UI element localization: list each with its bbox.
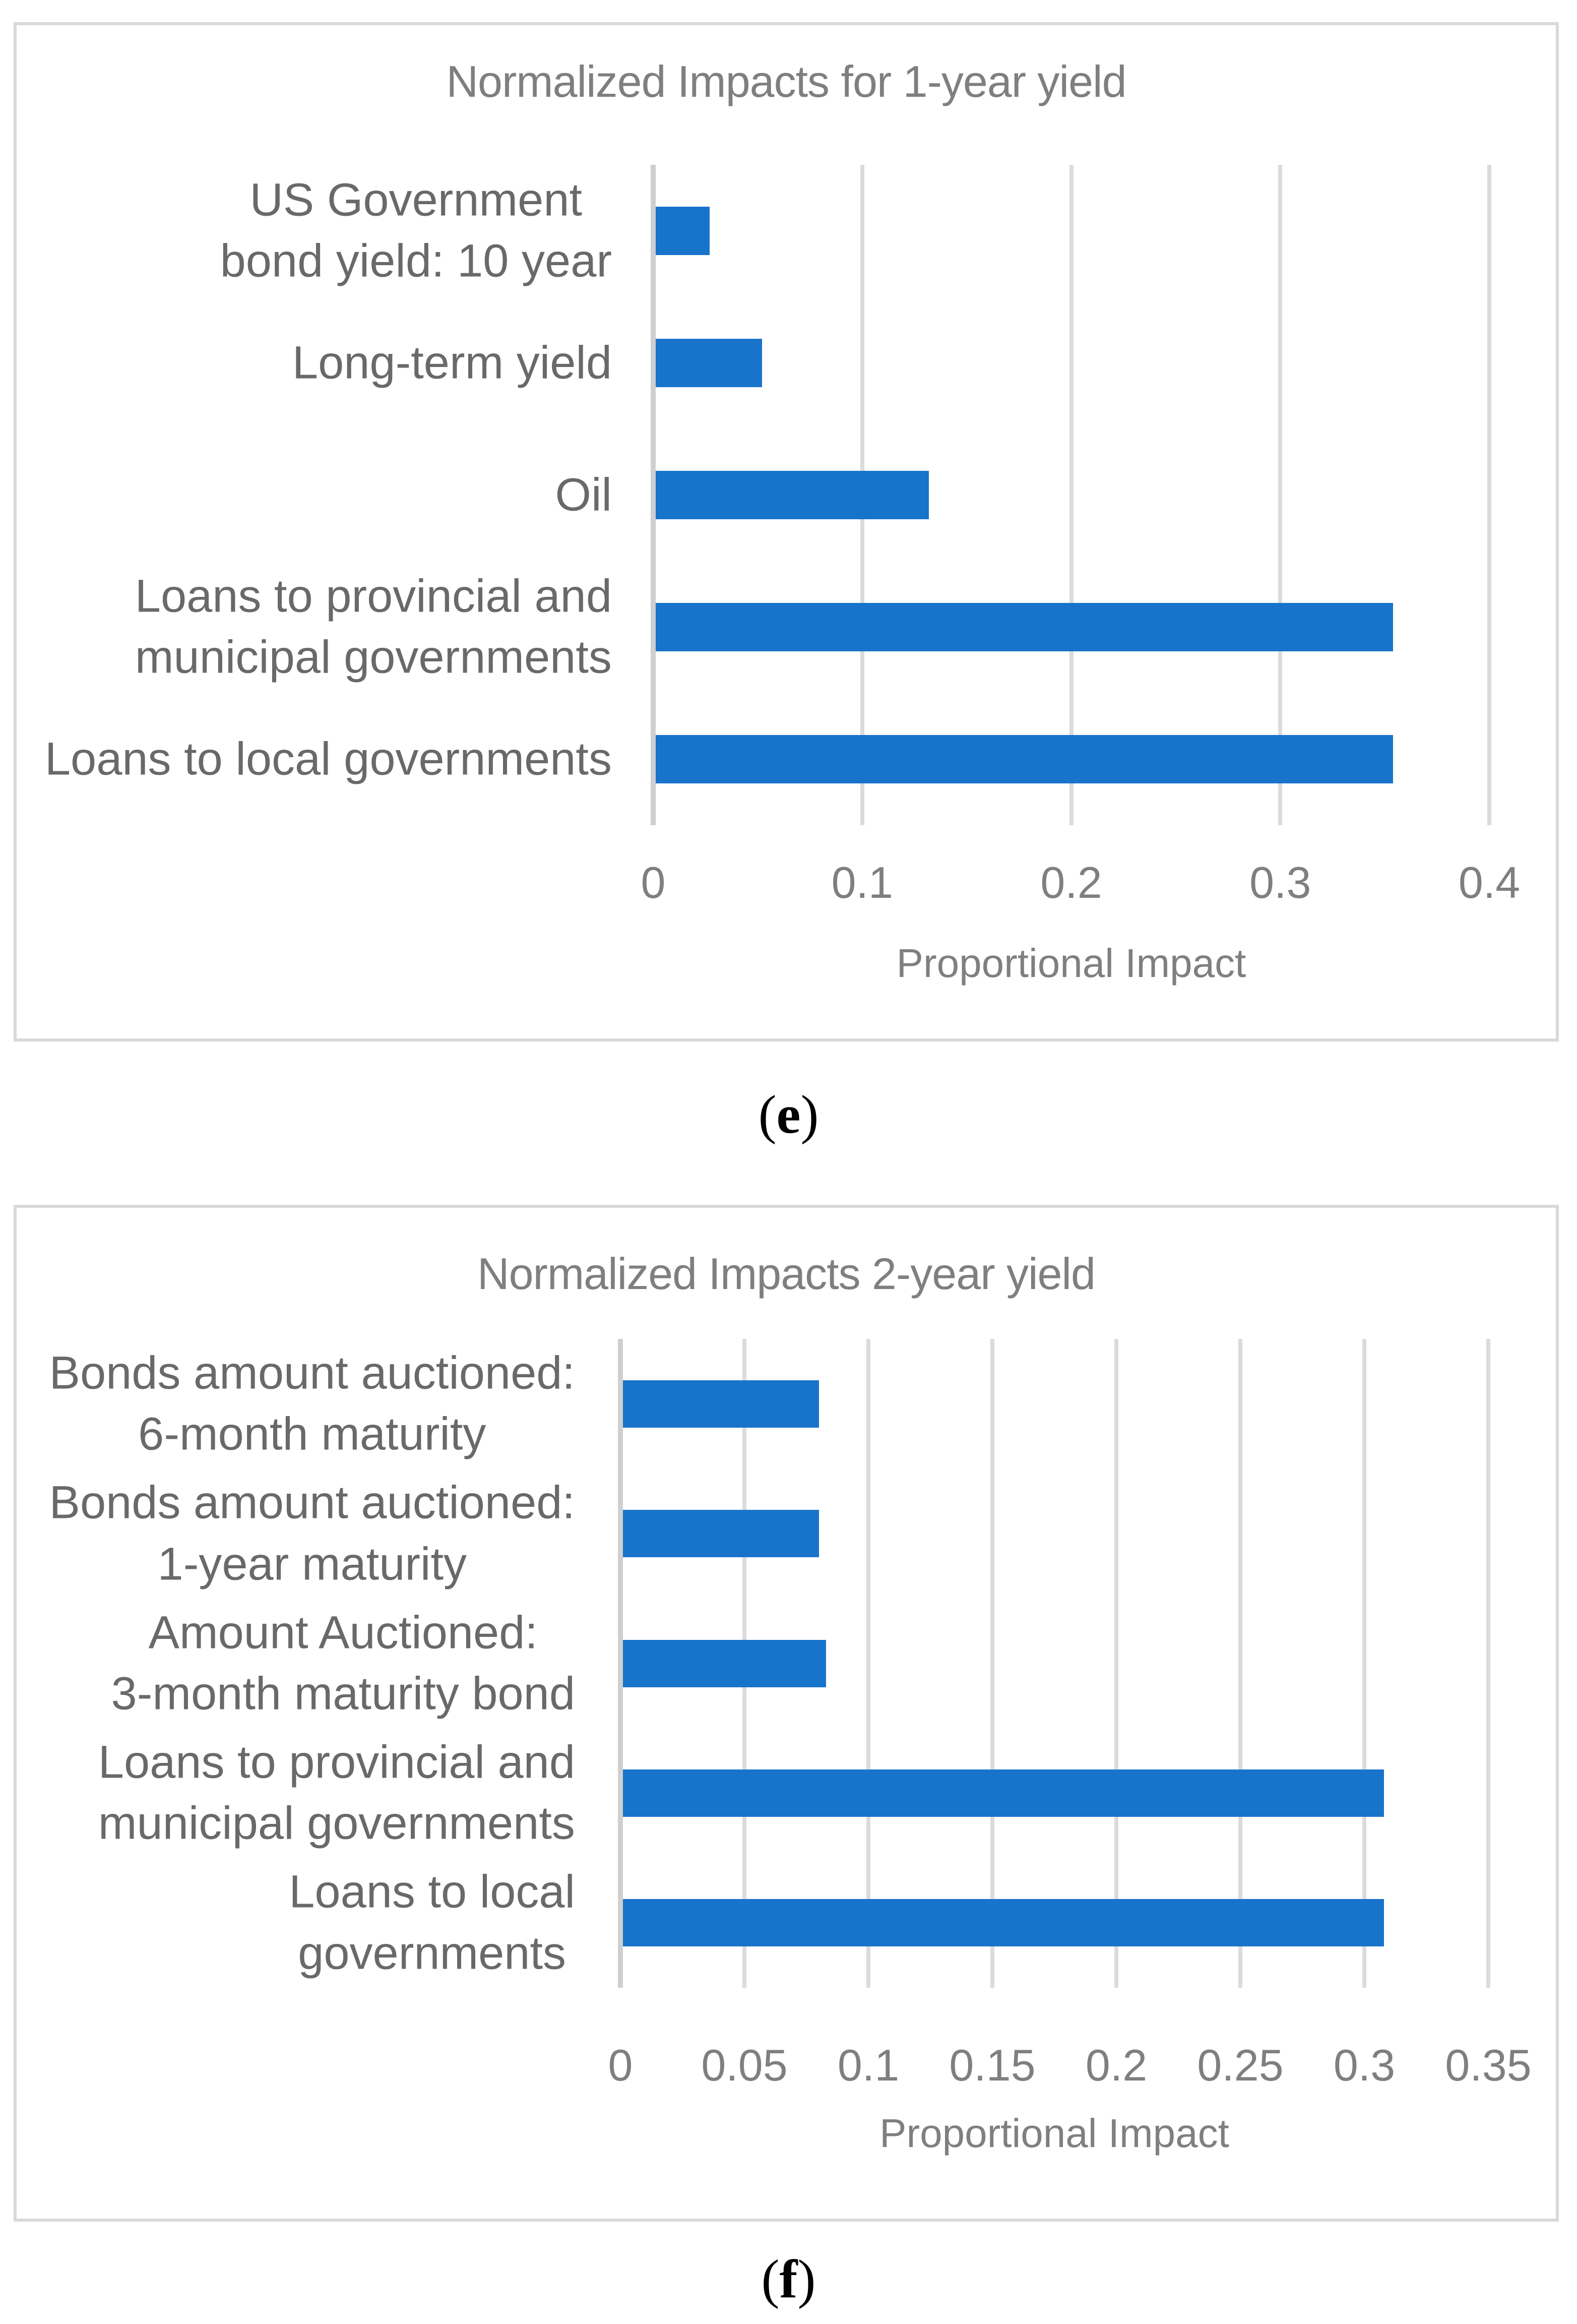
x-tick-label: 0.15 — [949, 2040, 1036, 2090]
category-label: US Government bond yield: 10 year — [220, 174, 612, 287]
category-label: Loans to provincial and municipal govern… — [135, 570, 612, 683]
caption-close-paren: ) — [800, 1085, 819, 1145]
category-label: Bonds amount auctioned: 1-year maturity — [49, 1477, 575, 1590]
x-tick-label: 0.2 — [1040, 858, 1102, 907]
bar — [623, 1899, 1384, 1947]
chart-card-2-year-yield: Normalized Impacts 2-year yield 0 0.05 0.1 0… — [14, 1205, 1559, 2222]
caption-close-paren: ) — [797, 2249, 816, 2309]
category-label: Long-term yield — [292, 337, 612, 389]
caption-letter-f: f — [779, 2249, 798, 2309]
x-tick-label: 0 — [608, 2040, 633, 2090]
caption-letter-e: e — [776, 1085, 801, 1145]
category-label: Loans to local governments — [289, 1866, 575, 1979]
category-label: Oil — [555, 469, 612, 521]
gridline — [1487, 165, 1491, 825]
x-tick-label: 0.35 — [1445, 2040, 1532, 2090]
category-label: Loans to local governments — [44, 733, 612, 785]
category-label: Amount Auctioned: 3-month maturity bond — [111, 1607, 575, 1720]
gridline — [1069, 165, 1074, 825]
x-tick-label: 0.1 — [831, 858, 893, 907]
x-axis-title: Proportional Impact — [879, 2111, 1229, 2156]
gridline — [1278, 165, 1283, 825]
y-axis-line — [651, 165, 656, 825]
x-axis-title: Proportional Impact — [896, 941, 1246, 986]
gridline — [1114, 1339, 1118, 1988]
caption-open-paren: ( — [758, 1085, 777, 1145]
gridline — [1362, 1339, 1366, 1988]
x-tick-label: 0.25 — [1197, 2040, 1284, 2090]
x-tick-label: 0.1 — [837, 2040, 900, 2090]
bar — [623, 1510, 819, 1558]
gridline — [1238, 1339, 1242, 1988]
bar — [656, 471, 929, 519]
y-axis-line — [618, 1339, 623, 1988]
bar — [623, 1639, 827, 1687]
category-label: Bonds amount auctioned: 6-month maturity — [49, 1347, 575, 1460]
bar — [656, 735, 1394, 783]
x-tick-label: 0.3 — [1333, 2040, 1396, 2090]
bar — [656, 339, 762, 387]
bar — [656, 207, 710, 255]
gridline — [1486, 1339, 1490, 1988]
bar — [656, 603, 1394, 651]
chart-title: Normalized Impacts for 1-year yield — [446, 56, 1126, 106]
x-tick-label: 0.4 — [1458, 858, 1521, 907]
x-tick-label: 0.05 — [701, 2040, 788, 2090]
gridline — [866, 1339, 870, 1988]
x-tick-label: 0.3 — [1249, 858, 1311, 907]
x-tick-label: 0.2 — [1085, 2040, 1148, 2090]
figure-caption-f: (f) — [0, 2248, 1577, 2311]
x-tick-label: 0 — [641, 858, 666, 907]
figure-caption-e: (e) — [0, 1084, 1577, 1146]
bar — [623, 1769, 1384, 1817]
chart-card-1-year-yield: Normalized Impacts for 1-year yield 0 0.1 0… — [14, 22, 1559, 1042]
bar — [623, 1380, 819, 1428]
chart-title: Normalized Impacts 2-year yield — [477, 1249, 1096, 1299]
category-label: Loans to provincial and municipal govern… — [98, 1736, 575, 1849]
gridline — [990, 1339, 994, 1988]
caption-open-paren: ( — [761, 2249, 780, 2309]
